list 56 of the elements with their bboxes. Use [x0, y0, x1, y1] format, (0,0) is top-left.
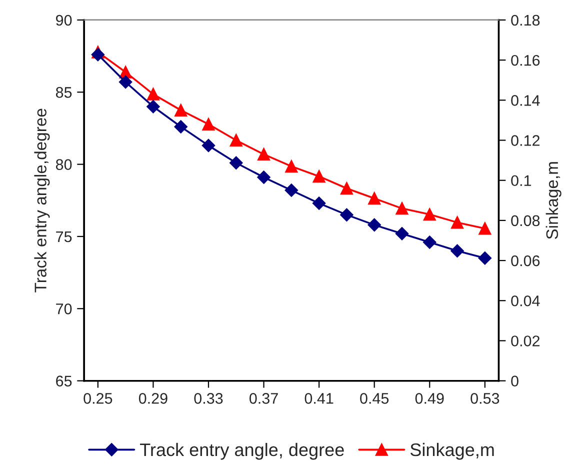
point [451, 216, 464, 229]
y-tick-label: 70 [56, 304, 72, 314]
point [284, 184, 298, 197]
x-tick-label: 0.53 [470, 393, 500, 404]
x-tick-label: 0.25 [84, 393, 112, 404]
point [478, 222, 492, 235]
y2-tick-label: 0.12 [511, 135, 540, 146]
legend-label: Sinkage,m [410, 442, 494, 460]
y2-tick-label: 0.18 [511, 14, 540, 26]
x-tick-label: 0.41 [304, 393, 334, 404]
y2-tick-label: 0.08 [511, 215, 540, 226]
point [146, 100, 160, 114]
point [423, 236, 436, 249]
point [118, 75, 132, 89]
point [395, 227, 409, 240]
point [478, 252, 492, 265]
y2-tick-label: 0.02 [511, 336, 540, 346]
y-axis-title: Track entry angle,degree [34, 108, 50, 292]
y2-tick-label: 0.16 [511, 54, 540, 66]
point [423, 208, 436, 221]
x-tick-label: 0.37 [250, 393, 278, 404]
point [202, 118, 215, 130]
y2-tick-label: 0.14 [511, 95, 540, 106]
point [396, 202, 408, 215]
y2-tick-label: 0.1 [511, 175, 532, 186]
y-tick-label: 65 [56, 376, 72, 386]
x-tick-label: 0.45 [360, 393, 389, 404]
point [368, 192, 381, 205]
point [257, 170, 270, 184]
point [258, 148, 270, 161]
point [285, 160, 298, 173]
y2-tick-label: 0.06 [511, 255, 540, 266]
x-tick-label: 0.29 [138, 393, 168, 404]
y2-tick-label: 0.04 [511, 295, 540, 306]
y-tick-label: 90 [56, 14, 72, 26]
y-tick-label: 85 [56, 87, 72, 98]
point [146, 88, 160, 100]
point [312, 170, 326, 183]
point [450, 244, 464, 258]
point [91, 48, 105, 62]
x-tick-label: 0.49 [415, 393, 444, 404]
y2-axis-title: Sinkage,m [546, 162, 562, 240]
y-tick-label: 80 [56, 159, 72, 170]
y-tick-label: 75 [56, 232, 72, 242]
x-tick-label: 0.33 [194, 393, 223, 404]
point [202, 138, 216, 152]
point [340, 182, 353, 195]
point [174, 120, 188, 134]
point [230, 156, 243, 170]
point [174, 104, 188, 116]
y2-tick-label: 0 [511, 376, 518, 386]
point [368, 218, 381, 232]
legend-label: Track entry angle, degree [140, 442, 344, 460]
point [312, 196, 326, 210]
point [230, 134, 242, 147]
point [340, 208, 354, 222]
